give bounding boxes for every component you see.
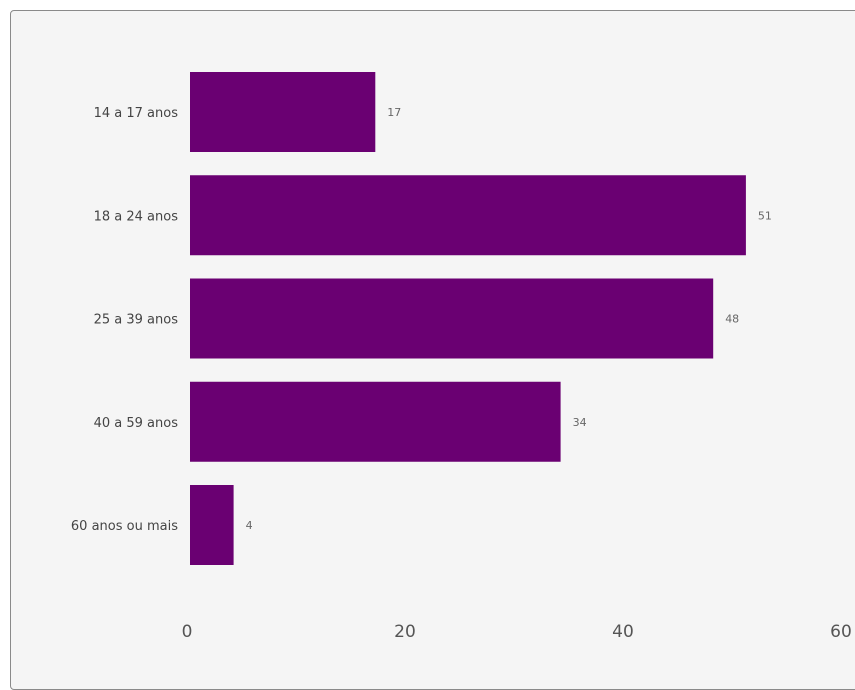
- value-label-4: 4: [246, 519, 253, 532]
- value-label-2: 48: [725, 313, 739, 326]
- value-label-1: 51: [758, 209, 772, 222]
- bar-3: [190, 381, 561, 462]
- category-label-1: 18 a 24 anos: [94, 209, 179, 224]
- bar-2: [190, 278, 714, 359]
- category-label-3: 40 a 59 anos: [94, 416, 179, 431]
- x-tick-label-2: 40: [612, 622, 634, 642]
- bar-1: [190, 175, 746, 256]
- value-label-0: 17: [387, 106, 401, 119]
- x-tick-label-3: 60: [830, 622, 852, 642]
- category-label-2: 25 a 39 anos: [94, 313, 179, 328]
- bar-4: [190, 485, 234, 565]
- bar-chart: 14 a 17 anos 17 18 a 24 anos 51 25 a 39 anos…: [71, 72, 852, 642]
- value-label-3: 34: [573, 416, 587, 429]
- category-label-0: 14 a 17 anos: [94, 106, 179, 121]
- category-label-4: 60 anos ou mais: [71, 519, 178, 534]
- x-tick-label-0: 0: [182, 622, 193, 642]
- x-tick-label-1: 20: [394, 622, 416, 642]
- bar-0: [190, 72, 376, 152]
